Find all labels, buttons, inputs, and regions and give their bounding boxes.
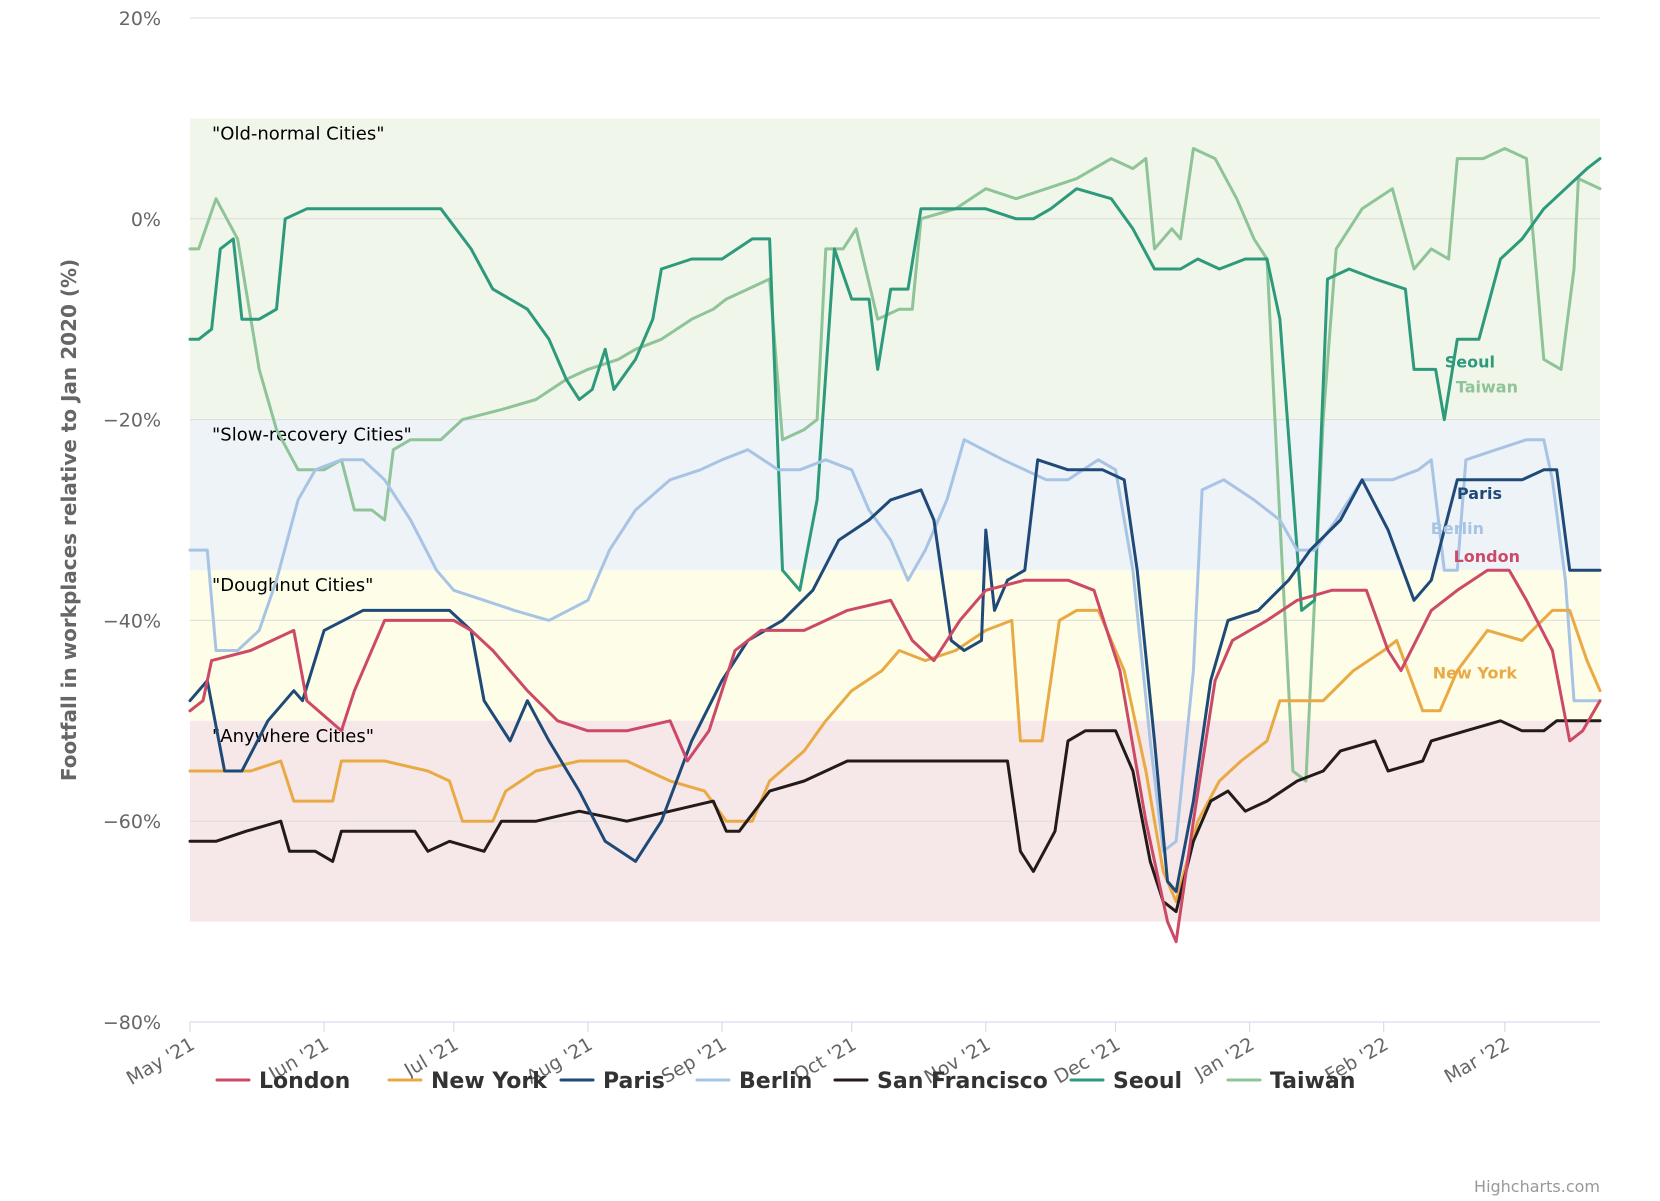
y-gridlines: [190, 17, 1600, 822]
y-tick-label: −20%: [103, 410, 161, 432]
series-line-new-york: [188, 608, 1602, 903]
legend-item-san-francisco[interactable]: San Francisco: [833, 1069, 1048, 1094]
plot-band-label: "Slow-recovery Cities": [212, 425, 412, 446]
plot-band-labels: "Old-normal Cities" "Slow-recovery Cities…: [212, 123, 412, 746]
plot-band: [190, 118, 1600, 420]
series-end-labels: Taiwan Seoul Berlin New York Paris London: [1431, 352, 1520, 682]
series-line-berlin: [188, 438, 1602, 853]
y-tick-label: −40%: [103, 610, 161, 632]
legend-item-paris[interactable]: Paris: [559, 1069, 665, 1094]
y-tick-label: 0%: [131, 209, 161, 231]
y-axis-title: Footfall in workplaces relative to Jan 2…: [57, 259, 81, 781]
legend-label: Berlin: [739, 1069, 812, 1094]
y-axis: 20% 0% −20% −40% −60% −80%: [103, 8, 161, 1034]
series-label-taiwan: Taiwan: [1456, 377, 1518, 396]
x-tick-label: May '21: [123, 1033, 199, 1089]
legend-label: New York: [431, 1069, 548, 1094]
legend-item-taiwan[interactable]: Taiwan: [1226, 1069, 1355, 1094]
plot-band-label: "Old-normal Cities": [212, 123, 385, 144]
series-line-san-francisco: [188, 719, 1602, 914]
credits-link[interactable]: Highcharts.com: [1474, 1177, 1600, 1196]
plot-band: [190, 570, 1600, 721]
legend-label: San Francisco: [877, 1069, 1048, 1094]
legend-label: Taiwan: [1270, 1069, 1355, 1094]
y-tick-label: −60%: [103, 811, 161, 833]
plot-bands: [190, 118, 1600, 922]
legend-label: Seoul: [1113, 1069, 1182, 1094]
series-label-seoul: Seoul: [1445, 352, 1495, 371]
x-tick-label: Jan '22: [1190, 1033, 1258, 1085]
plot-band-label: "Doughnut Cities": [212, 575, 373, 596]
series-line-seoul: [188, 157, 1602, 612]
legend-label: London: [259, 1069, 350, 1094]
series-label-new-york: New York: [1433, 664, 1518, 683]
legend-item-london[interactable]: London: [215, 1069, 350, 1094]
legend-item-seoul[interactable]: Seoul: [1069, 1069, 1182, 1094]
series-lines: [188, 147, 1602, 944]
x-tick-label: Mar '22: [1441, 1033, 1514, 1088]
legend: London New York Paris Berlin San Francisco Se…: [215, 1069, 1355, 1094]
series-label-berlin: Berlin: [1431, 519, 1484, 538]
plot-band-label: "Anywhere Cities": [212, 726, 374, 747]
legend-label: Paris: [603, 1069, 665, 1094]
y-tick-label: 20%: [119, 8, 161, 30]
series-label-paris: Paris: [1457, 484, 1502, 503]
legend-item-berlin[interactable]: Berlin: [695, 1069, 812, 1094]
legend-item-new-york[interactable]: New York: [387, 1069, 548, 1094]
series-line-london: [188, 568, 1602, 944]
series-line-paris: [188, 458, 1602, 893]
series-label-london: London: [1454, 547, 1520, 566]
y-tick-label: −80%: [103, 1012, 161, 1034]
series-line-taiwan: [188, 147, 1602, 783]
